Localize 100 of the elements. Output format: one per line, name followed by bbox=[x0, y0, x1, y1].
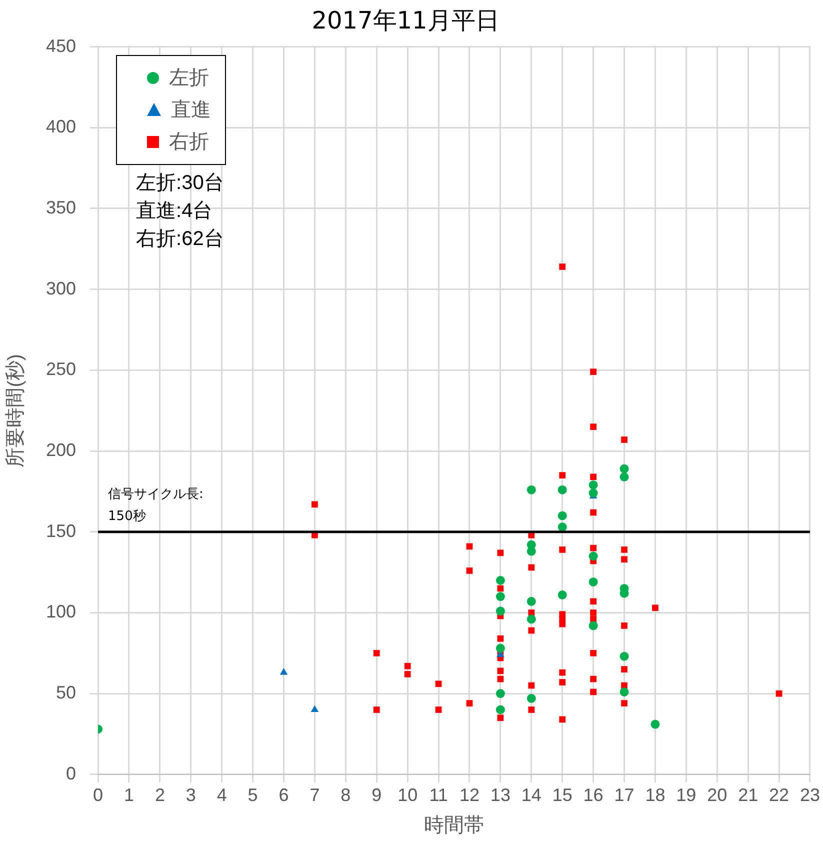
x-tick-label: 11 bbox=[429, 785, 448, 806]
point bbox=[496, 606, 505, 616]
x-tick-label: 23 bbox=[800, 785, 820, 806]
point bbox=[620, 464, 629, 474]
x-tick-label: 18 bbox=[645, 785, 666, 806]
point bbox=[590, 474, 596, 480]
y-tick-label: 100 bbox=[46, 602, 76, 622]
x-tick-label: 6 bbox=[278, 785, 289, 806]
x-tick-label: 3 bbox=[186, 785, 196, 806]
point bbox=[558, 590, 567, 600]
x-tick-label: 2 bbox=[154, 785, 165, 806]
point bbox=[558, 511, 567, 520]
point bbox=[559, 679, 566, 686]
point bbox=[590, 610, 596, 616]
x-tick-label: 17 bbox=[614, 785, 634, 806]
x-tick-label: 10 bbox=[398, 785, 418, 806]
point bbox=[496, 689, 505, 698]
point bbox=[652, 604, 658, 612]
point bbox=[590, 368, 596, 375]
point bbox=[497, 550, 504, 556]
point bbox=[620, 687, 629, 696]
point bbox=[559, 620, 566, 628]
x-tick-label: 7 bbox=[310, 785, 320, 806]
point bbox=[466, 700, 473, 706]
point bbox=[620, 652, 629, 661]
y-tick-label: 400 bbox=[46, 116, 76, 137]
point bbox=[621, 436, 628, 443]
point bbox=[621, 700, 628, 706]
point bbox=[497, 714, 504, 721]
point bbox=[559, 546, 566, 553]
y-tick-label: 0 bbox=[66, 763, 76, 784]
y-tick-label: 350 bbox=[46, 197, 76, 218]
point bbox=[621, 556, 628, 563]
x-tick-label: 4 bbox=[216, 785, 227, 806]
point bbox=[621, 666, 628, 672]
point bbox=[497, 635, 504, 642]
x-tick-label: 12 bbox=[459, 785, 480, 806]
point bbox=[528, 564, 535, 571]
point bbox=[590, 424, 596, 430]
point bbox=[559, 669, 566, 676]
point bbox=[404, 662, 411, 670]
x-tick-label: 9 bbox=[372, 785, 382, 806]
point bbox=[559, 716, 566, 723]
y-tick-label: 300 bbox=[46, 278, 76, 298]
y-tick-label: 50 bbox=[56, 682, 76, 703]
x-tick-label: 13 bbox=[490, 785, 510, 806]
point bbox=[312, 501, 318, 508]
point bbox=[497, 668, 504, 674]
legend-label: 左折 bbox=[169, 66, 210, 92]
point bbox=[588, 621, 598, 630]
x-tick-label: 20 bbox=[707, 785, 728, 806]
point bbox=[588, 552, 598, 561]
point bbox=[280, 668, 288, 675]
point bbox=[373, 650, 380, 656]
point bbox=[559, 264, 566, 270]
point bbox=[496, 705, 505, 714]
x-axis-title: 時間帯 bbox=[424, 814, 484, 837]
point bbox=[620, 472, 629, 482]
x-tick-label: 5 bbox=[248, 785, 258, 806]
point bbox=[496, 644, 505, 653]
x-tick-label: 21 bbox=[738, 785, 758, 806]
x-tick-label: 14 bbox=[521, 785, 542, 806]
x-tick-label: 8 bbox=[340, 785, 351, 806]
legend-label: 右折 bbox=[169, 130, 210, 156]
ref-line-label: 信号サイクル長: 150秒 bbox=[108, 486, 204, 524]
x-tick-label: 1 bbox=[124, 785, 134, 806]
x-tick-label: 15 bbox=[552, 785, 572, 806]
point bbox=[526, 694, 536, 703]
point bbox=[528, 682, 535, 689]
point bbox=[526, 485, 536, 494]
point bbox=[590, 598, 596, 605]
x-tick-label: 22 bbox=[769, 785, 790, 806]
annotation: 右折:62台 bbox=[136, 226, 224, 252]
annotation: 左折:30台 bbox=[136, 170, 224, 196]
point bbox=[526, 596, 536, 606]
y-tick-label: 150 bbox=[46, 520, 76, 541]
point bbox=[590, 676, 596, 682]
point bbox=[650, 720, 660, 729]
point bbox=[621, 546, 628, 553]
point bbox=[559, 472, 566, 478]
x-tick-label: 19 bbox=[676, 785, 696, 806]
x-tick-label: 0 bbox=[93, 785, 104, 806]
point bbox=[590, 544, 596, 552]
x-tick-label: 16 bbox=[583, 785, 604, 806]
point bbox=[590, 650, 596, 656]
legend-label: 直進 bbox=[171, 98, 212, 124]
point bbox=[590, 688, 596, 696]
point bbox=[590, 509, 596, 516]
point bbox=[621, 622, 628, 629]
chart-title: 2017年11月平日 bbox=[312, 6, 500, 35]
point bbox=[558, 485, 567, 494]
point bbox=[496, 592, 505, 602]
annotation: 直進:4台 bbox=[136, 198, 214, 224]
y-axis-title: 所要時間(秒) bbox=[4, 354, 27, 468]
point bbox=[528, 706, 535, 713]
point bbox=[373, 706, 380, 713]
point bbox=[588, 577, 598, 586]
point bbox=[528, 627, 535, 634]
y-tick-label: 200 bbox=[46, 440, 76, 460]
point bbox=[466, 543, 473, 550]
